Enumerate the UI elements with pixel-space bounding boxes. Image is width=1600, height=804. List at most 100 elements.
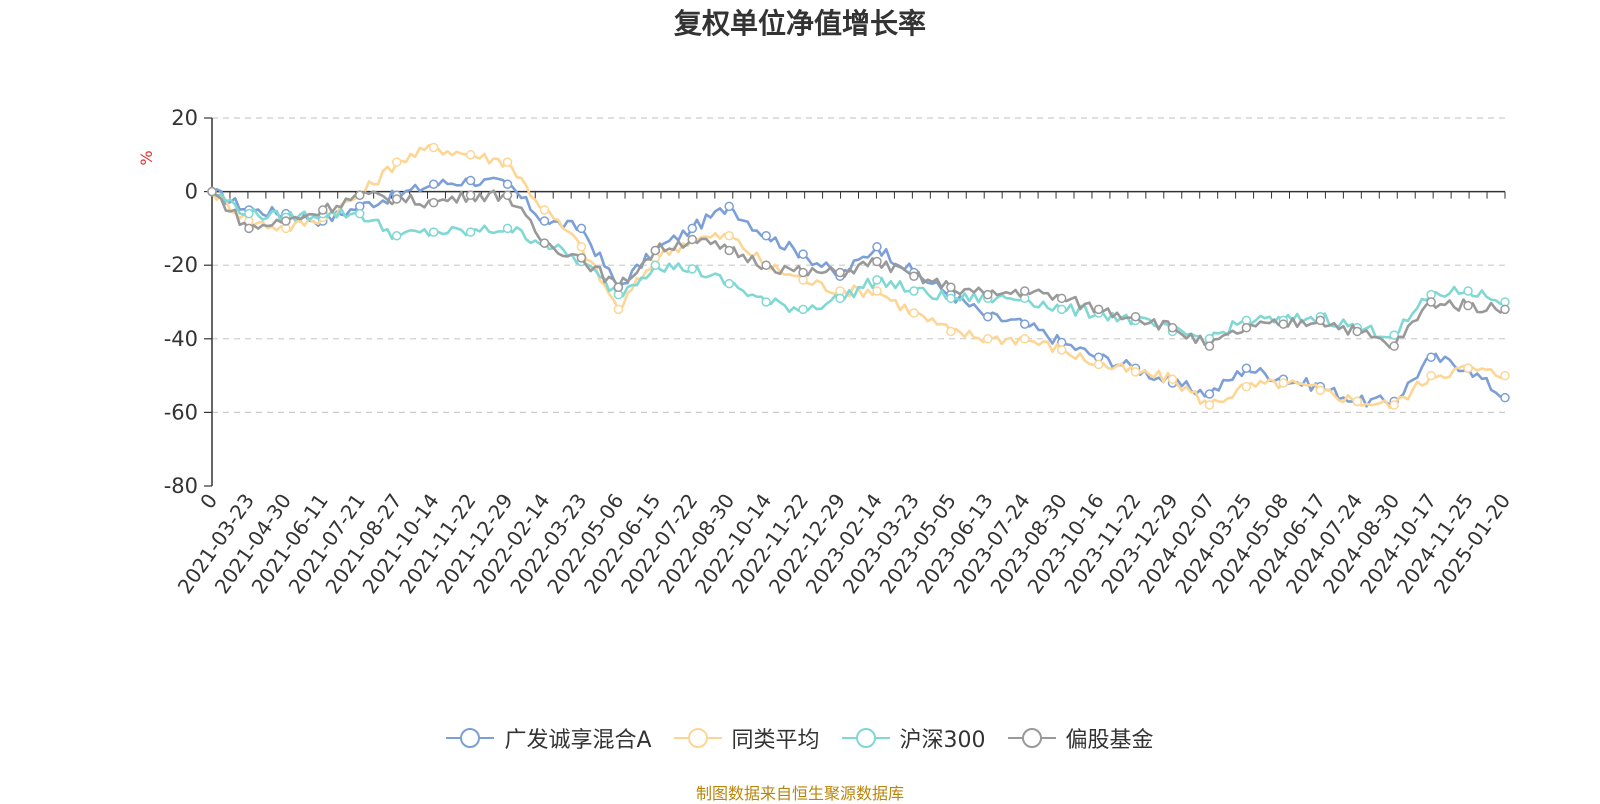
data-point <box>502 190 513 201</box>
legend-label: 广发诚享混合A <box>504 728 652 753</box>
axes <box>204 117 1506 487</box>
data-point <box>1093 359 1104 370</box>
data-point <box>613 282 624 293</box>
data-point <box>1130 367 1141 377</box>
data-point <box>391 231 402 241</box>
data-point <box>391 194 402 204</box>
y-tick-label: 0 <box>185 180 198 204</box>
series-lines <box>207 142 1510 410</box>
data-point <box>835 267 845 278</box>
series-1 <box>207 142 1510 410</box>
legend-item-0[interactable]: 广发诚享混合A <box>446 722 652 754</box>
data-point <box>428 179 439 189</box>
data-point <box>1426 352 1436 362</box>
data-point <box>465 175 476 186</box>
y-tick-label: 20 <box>171 106 198 130</box>
data-point <box>465 190 476 201</box>
data-point <box>1278 378 1289 388</box>
data-point <box>1204 400 1215 410</box>
data-point <box>576 253 587 263</box>
data-point <box>724 201 734 212</box>
data-point <box>318 205 328 215</box>
data-point <box>465 227 476 237</box>
data-point <box>798 304 808 315</box>
chart-title: 复权单位净值增长率 <box>673 7 926 40</box>
y-axis-unit-label: % <box>137 150 156 165</box>
data-point <box>391 157 402 167</box>
legend-line-icon <box>673 728 722 748</box>
data-point <box>1093 304 1104 315</box>
data-point <box>1019 286 1030 296</box>
data-point <box>576 242 587 252</box>
data-point <box>983 311 993 322</box>
data-point <box>1426 297 1436 307</box>
data-point <box>539 238 550 248</box>
data-point <box>761 260 771 270</box>
data-point <box>1241 363 1252 373</box>
data-point <box>946 293 956 304</box>
y-tick-label: -60 <box>164 400 198 424</box>
data-point <box>909 271 919 281</box>
data-point <box>1167 323 1178 333</box>
data-point <box>687 223 698 234</box>
data-point <box>207 186 217 197</box>
data-point <box>1389 341 1399 351</box>
series-line <box>211 176 1506 408</box>
data-point <box>576 223 587 234</box>
data-point <box>1019 319 1030 329</box>
data-point <box>1426 370 1436 381</box>
data-point <box>1056 345 1067 355</box>
y-tick-label: -80 <box>164 474 198 498</box>
data-point <box>1352 326 1362 337</box>
data-point <box>539 205 550 215</box>
data-point <box>724 278 734 289</box>
data-point <box>428 227 439 237</box>
data-point <box>1130 311 1141 322</box>
y-tick-label: -20 <box>164 253 198 277</box>
legend-line-icon <box>841 728 890 748</box>
data-point <box>1204 389 1215 399</box>
data-point <box>983 334 993 344</box>
data-point <box>1019 334 1030 344</box>
data-point <box>872 275 882 285</box>
data-point <box>502 179 513 189</box>
data-point <box>1278 319 1289 329</box>
data-point <box>1500 304 1510 315</box>
data-point <box>1315 315 1326 326</box>
data-point <box>1241 323 1252 333</box>
tick-labels: 200-20-40-60-8002021-03-232021-04-302021… <box>164 106 1515 598</box>
data-point <box>1056 293 1067 304</box>
legend-label: 同类平均 <box>731 728 820 753</box>
data-point <box>1241 381 1252 392</box>
data-point <box>1389 330 1399 340</box>
data-point <box>1463 363 1473 373</box>
chart-legend: 广发诚享混合A 同类平均 沪深300 偏股基金 <box>0 722 1600 754</box>
legend-item-1[interactable]: 同类平均 <box>673 722 820 754</box>
data-point <box>281 216 291 226</box>
data-point <box>1500 392 1510 403</box>
data-point <box>872 242 882 252</box>
data-point <box>428 197 439 208</box>
data-point <box>761 231 771 241</box>
legend-item-2[interactable]: 沪深300 <box>841 722 986 754</box>
data-point <box>1463 300 1473 311</box>
legend-line-icon <box>446 728 495 748</box>
data-point <box>650 245 661 256</box>
data-point <box>687 264 698 274</box>
data-point <box>1204 341 1215 351</box>
data-point <box>244 208 254 219</box>
data-point <box>909 286 919 296</box>
series-line <box>210 143 1506 409</box>
legend-label: 沪深300 <box>899 728 986 753</box>
data-point <box>613 304 624 315</box>
series-3 <box>207 186 1510 351</box>
data-point <box>1056 304 1067 315</box>
data-point <box>798 267 808 278</box>
series-line <box>211 189 1506 349</box>
data-point <box>835 293 845 304</box>
legend-line-icon <box>1007 728 1056 748</box>
data-point <box>244 223 254 234</box>
legend-item-3[interactable]: 偏股基金 <box>1007 722 1154 754</box>
source-note: 制图数据来自恒生聚源数据库 <box>695 784 904 803</box>
